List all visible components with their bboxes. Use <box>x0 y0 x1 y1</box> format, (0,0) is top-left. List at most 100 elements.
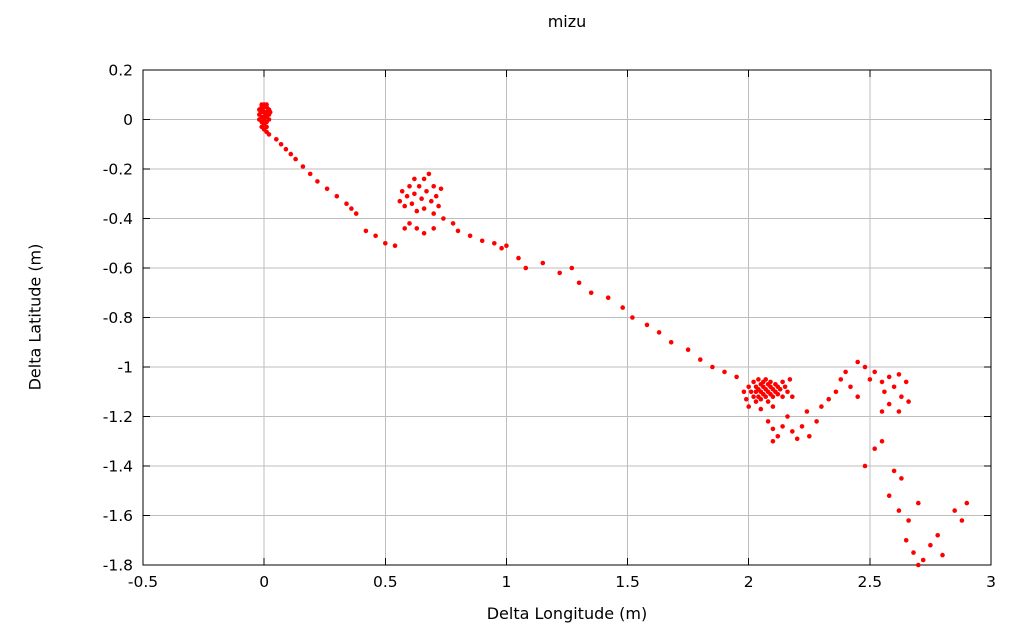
data-point <box>862 463 868 469</box>
data-point <box>414 226 420 231</box>
data-point <box>916 500 921 506</box>
data-point <box>758 396 764 402</box>
data-point <box>397 198 403 204</box>
data-point <box>777 387 783 392</box>
data-point <box>903 538 909 543</box>
data-point <box>523 265 529 271</box>
data-point <box>906 518 911 523</box>
data-point <box>780 394 785 400</box>
data-point <box>258 108 263 114</box>
y-tick-label: -0.6 <box>103 260 133 278</box>
data-point <box>799 424 805 429</box>
data-point <box>872 369 877 375</box>
data-point <box>763 377 768 382</box>
x-tick-label: 3 <box>986 573 996 591</box>
data-point <box>916 562 921 568</box>
data-point <box>450 221 456 226</box>
data-point <box>896 508 902 513</box>
data-point <box>814 419 819 424</box>
data-point <box>838 377 844 382</box>
data-point <box>746 404 751 409</box>
data-point <box>283 146 289 152</box>
data-point <box>307 171 313 177</box>
data-point <box>324 186 330 192</box>
data-point <box>644 322 650 328</box>
chart-title: mizu <box>547 12 587 31</box>
data-point <box>373 233 378 239</box>
data-point <box>775 391 781 397</box>
y-tick-label: -1.8 <box>103 557 133 575</box>
data-point <box>891 468 897 474</box>
data-point <box>758 406 764 412</box>
data-point <box>790 429 795 434</box>
data-point <box>424 189 429 194</box>
data-point <box>826 396 831 402</box>
y-tick-label: -1.2 <box>103 408 133 426</box>
data-point <box>872 446 877 452</box>
data-point <box>421 206 427 211</box>
data-point <box>710 364 715 370</box>
data-point <box>576 280 582 286</box>
x-tick-label: 1 <box>501 573 511 591</box>
x-tick-label: 0 <box>259 573 269 591</box>
data-point <box>790 394 795 400</box>
data-point <box>959 518 965 523</box>
data-point <box>557 270 562 276</box>
data-point <box>886 493 892 499</box>
data-point <box>741 389 747 395</box>
data-point <box>259 102 265 107</box>
data-point <box>886 374 892 380</box>
data-point <box>794 436 800 442</box>
x-tick-label: 2.5 <box>858 573 883 591</box>
x-tick-label: -0.5 <box>128 573 158 591</box>
data-point <box>426 171 432 177</box>
data-point <box>964 500 970 506</box>
data-point <box>935 533 940 538</box>
data-point <box>867 377 873 382</box>
x-tick-label: 2 <box>744 573 754 591</box>
data-point <box>782 384 788 390</box>
y-tick-label: 0 <box>123 111 133 129</box>
data-point <box>886 401 892 407</box>
data-point <box>879 439 885 444</box>
data-point <box>431 184 437 189</box>
data-point <box>911 550 916 555</box>
data-point <box>407 221 412 226</box>
data-point <box>734 374 739 380</box>
data-point <box>855 359 860 365</box>
data-point <box>409 201 415 206</box>
data-point <box>775 434 781 439</box>
data-point <box>744 396 749 402</box>
data-point <box>267 109 273 115</box>
data-point <box>903 379 909 385</box>
x-tick-label: 0.5 <box>373 573 398 591</box>
data-point <box>785 389 790 395</box>
data-point <box>416 184 422 189</box>
data-point <box>763 394 768 400</box>
data-point <box>879 409 885 414</box>
data-point <box>402 226 408 231</box>
data-point <box>751 379 756 385</box>
data-point <box>278 142 284 147</box>
x-tick-label: 1.5 <box>615 573 640 591</box>
data-point <box>315 179 320 184</box>
data-point <box>765 399 771 404</box>
data-point <box>404 193 410 199</box>
data-point <box>433 193 439 199</box>
data-point <box>906 399 911 404</box>
data-point <box>656 330 662 335</box>
data-point <box>843 369 848 375</box>
data-point <box>402 203 408 209</box>
data-point <box>748 389 754 395</box>
data-point <box>504 243 509 248</box>
data-point <box>899 476 904 481</box>
data-point <box>753 399 759 404</box>
data-point <box>429 198 434 204</box>
data-point <box>412 176 417 182</box>
data-point <box>787 377 793 382</box>
data-point <box>848 384 853 390</box>
data-point <box>620 305 625 310</box>
data-point <box>630 315 635 320</box>
